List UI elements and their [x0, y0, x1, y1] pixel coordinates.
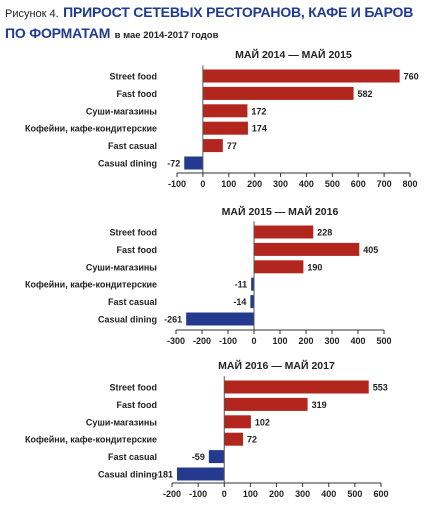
x-tick-label: 300 — [324, 336, 339, 346]
x-tick-label: 100 — [221, 179, 236, 189]
panel-title: МАЙ 2015 — МАЙ 2016 — [222, 205, 339, 218]
x-tick-label: 0 — [200, 179, 205, 189]
data-label: -11 — [235, 280, 248, 290]
bar — [224, 380, 369, 394]
category-label: Street food — [109, 228, 157, 238]
bar — [202, 104, 248, 118]
x-tick-label: 0 — [222, 489, 227, 499]
x-tick-label: 400 — [350, 336, 365, 346]
data-label: 319 — [312, 400, 327, 410]
category-label: Street food — [109, 383, 157, 393]
bar — [202, 69, 400, 83]
panel-title: МАЙ 2014 — МАЙ 2015 — [235, 48, 352, 61]
category-label: Fast casual — [108, 141, 157, 151]
figure-subtitle: в мае 2014-2017 годов — [114, 30, 219, 41]
category-label: Street food — [109, 72, 157, 82]
bar — [254, 242, 360, 256]
bar — [186, 312, 254, 326]
x-tick-label: 100 — [243, 489, 258, 499]
data-label: -261 — [164, 315, 182, 325]
x-tick-label: 300 — [295, 489, 310, 499]
data-label: -72 — [167, 159, 180, 169]
x-tick-label: -200 — [163, 489, 181, 499]
bar — [224, 397, 308, 411]
bar — [251, 277, 254, 291]
data-label: -14 — [233, 297, 246, 307]
bar — [202, 139, 223, 153]
figure-title-continued: ПО ФОРМАТАМ — [5, 25, 111, 41]
bar — [202, 121, 248, 135]
figure-title-line-1: Рисунок 4. ПРИРОСТ СЕТЕВЫХ РЕСТОРАНОВ, К… — [5, 3, 435, 24]
x-tick-label: 400 — [299, 179, 314, 189]
figure-prefix: Рисунок 4. — [5, 8, 59, 20]
x-tick-label: -300 — [167, 336, 185, 346]
category-label: Casual dining — [98, 470, 157, 480]
bar — [224, 415, 251, 429]
data-label: 174 — [252, 124, 267, 134]
x-tick-label: 400 — [321, 489, 336, 499]
x-tick-label: -100 — [168, 179, 186, 189]
category-label: Fast food — [117, 245, 158, 255]
data-label: 172 — [251, 106, 266, 116]
category-label: Кофейни, кафе-кондитерские — [25, 124, 157, 134]
data-label: 77 — [227, 141, 237, 151]
category-label: Кофейни, кафе-кондитерские — [25, 280, 157, 290]
figure-header: Рисунок 4. ПРИРОСТ СЕТЕВЫХ РЕСТОРАНОВ, К… — [5, 3, 435, 45]
figure-title-line-2: ПО ФОРМАТАМ в мае 2014-2017 годов — [5, 24, 435, 45]
category-label: Casual dining — [98, 159, 157, 169]
data-label: 582 — [358, 89, 373, 99]
data-label: 102 — [255, 417, 270, 427]
x-tick-label: 500 — [325, 179, 340, 189]
data-label: 760 — [404, 72, 419, 82]
bar — [254, 225, 314, 239]
x-tick-label: 200 — [269, 489, 284, 499]
data-label: 190 — [307, 262, 322, 272]
bar — [208, 450, 225, 464]
category-label: Суши-магазины — [86, 417, 157, 427]
data-label: 405 — [363, 245, 378, 255]
x-tick-label: 100 — [272, 336, 287, 346]
x-tick-label: 600 — [373, 489, 388, 499]
bar — [224, 432, 244, 446]
data-label: 553 — [373, 383, 388, 393]
x-tick-label: -100 — [189, 489, 207, 499]
category-label: Fast food — [117, 89, 158, 99]
data-label: 72 — [247, 435, 257, 445]
bar — [250, 295, 254, 309]
x-tick-label: 0 — [251, 336, 256, 346]
category-label: Суши-магазины — [86, 262, 157, 272]
x-tick-label: 800 — [402, 179, 417, 189]
panel-title: МАЙ 2016 — МАЙ 2017 — [218, 359, 335, 372]
x-tick-label: 300 — [273, 179, 288, 189]
category-label: Fast casual — [108, 452, 157, 462]
x-tick-label: -100 — [219, 336, 237, 346]
bar — [202, 86, 354, 100]
x-tick-label: -200 — [193, 336, 211, 346]
bar — [184, 156, 203, 170]
bar — [176, 467, 225, 481]
x-tick-label: 500 — [376, 336, 391, 346]
x-tick-label: 600 — [351, 179, 366, 189]
x-tick-label: 700 — [377, 179, 392, 189]
category-label: Суши-магазины — [86, 106, 157, 116]
x-tick-label: 200 — [247, 179, 262, 189]
data-label: 228 — [317, 228, 332, 238]
category-label: Fast casual — [108, 297, 157, 307]
figure-title: ПРИРОСТ СЕТЕВЫХ РЕСТОРАНОВ, КАФЕ И БАРОВ — [63, 4, 414, 20]
category-label: Fast food — [117, 400, 158, 410]
category-label: Casual dining — [98, 315, 157, 325]
bar — [254, 260, 304, 274]
data-label: -59 — [192, 452, 205, 462]
data-label: -181 — [155, 470, 173, 480]
x-tick-label: 200 — [298, 336, 313, 346]
x-tick-label: 500 — [347, 489, 362, 499]
category-label: Кофейни, кафе-кондитерские — [25, 435, 157, 445]
